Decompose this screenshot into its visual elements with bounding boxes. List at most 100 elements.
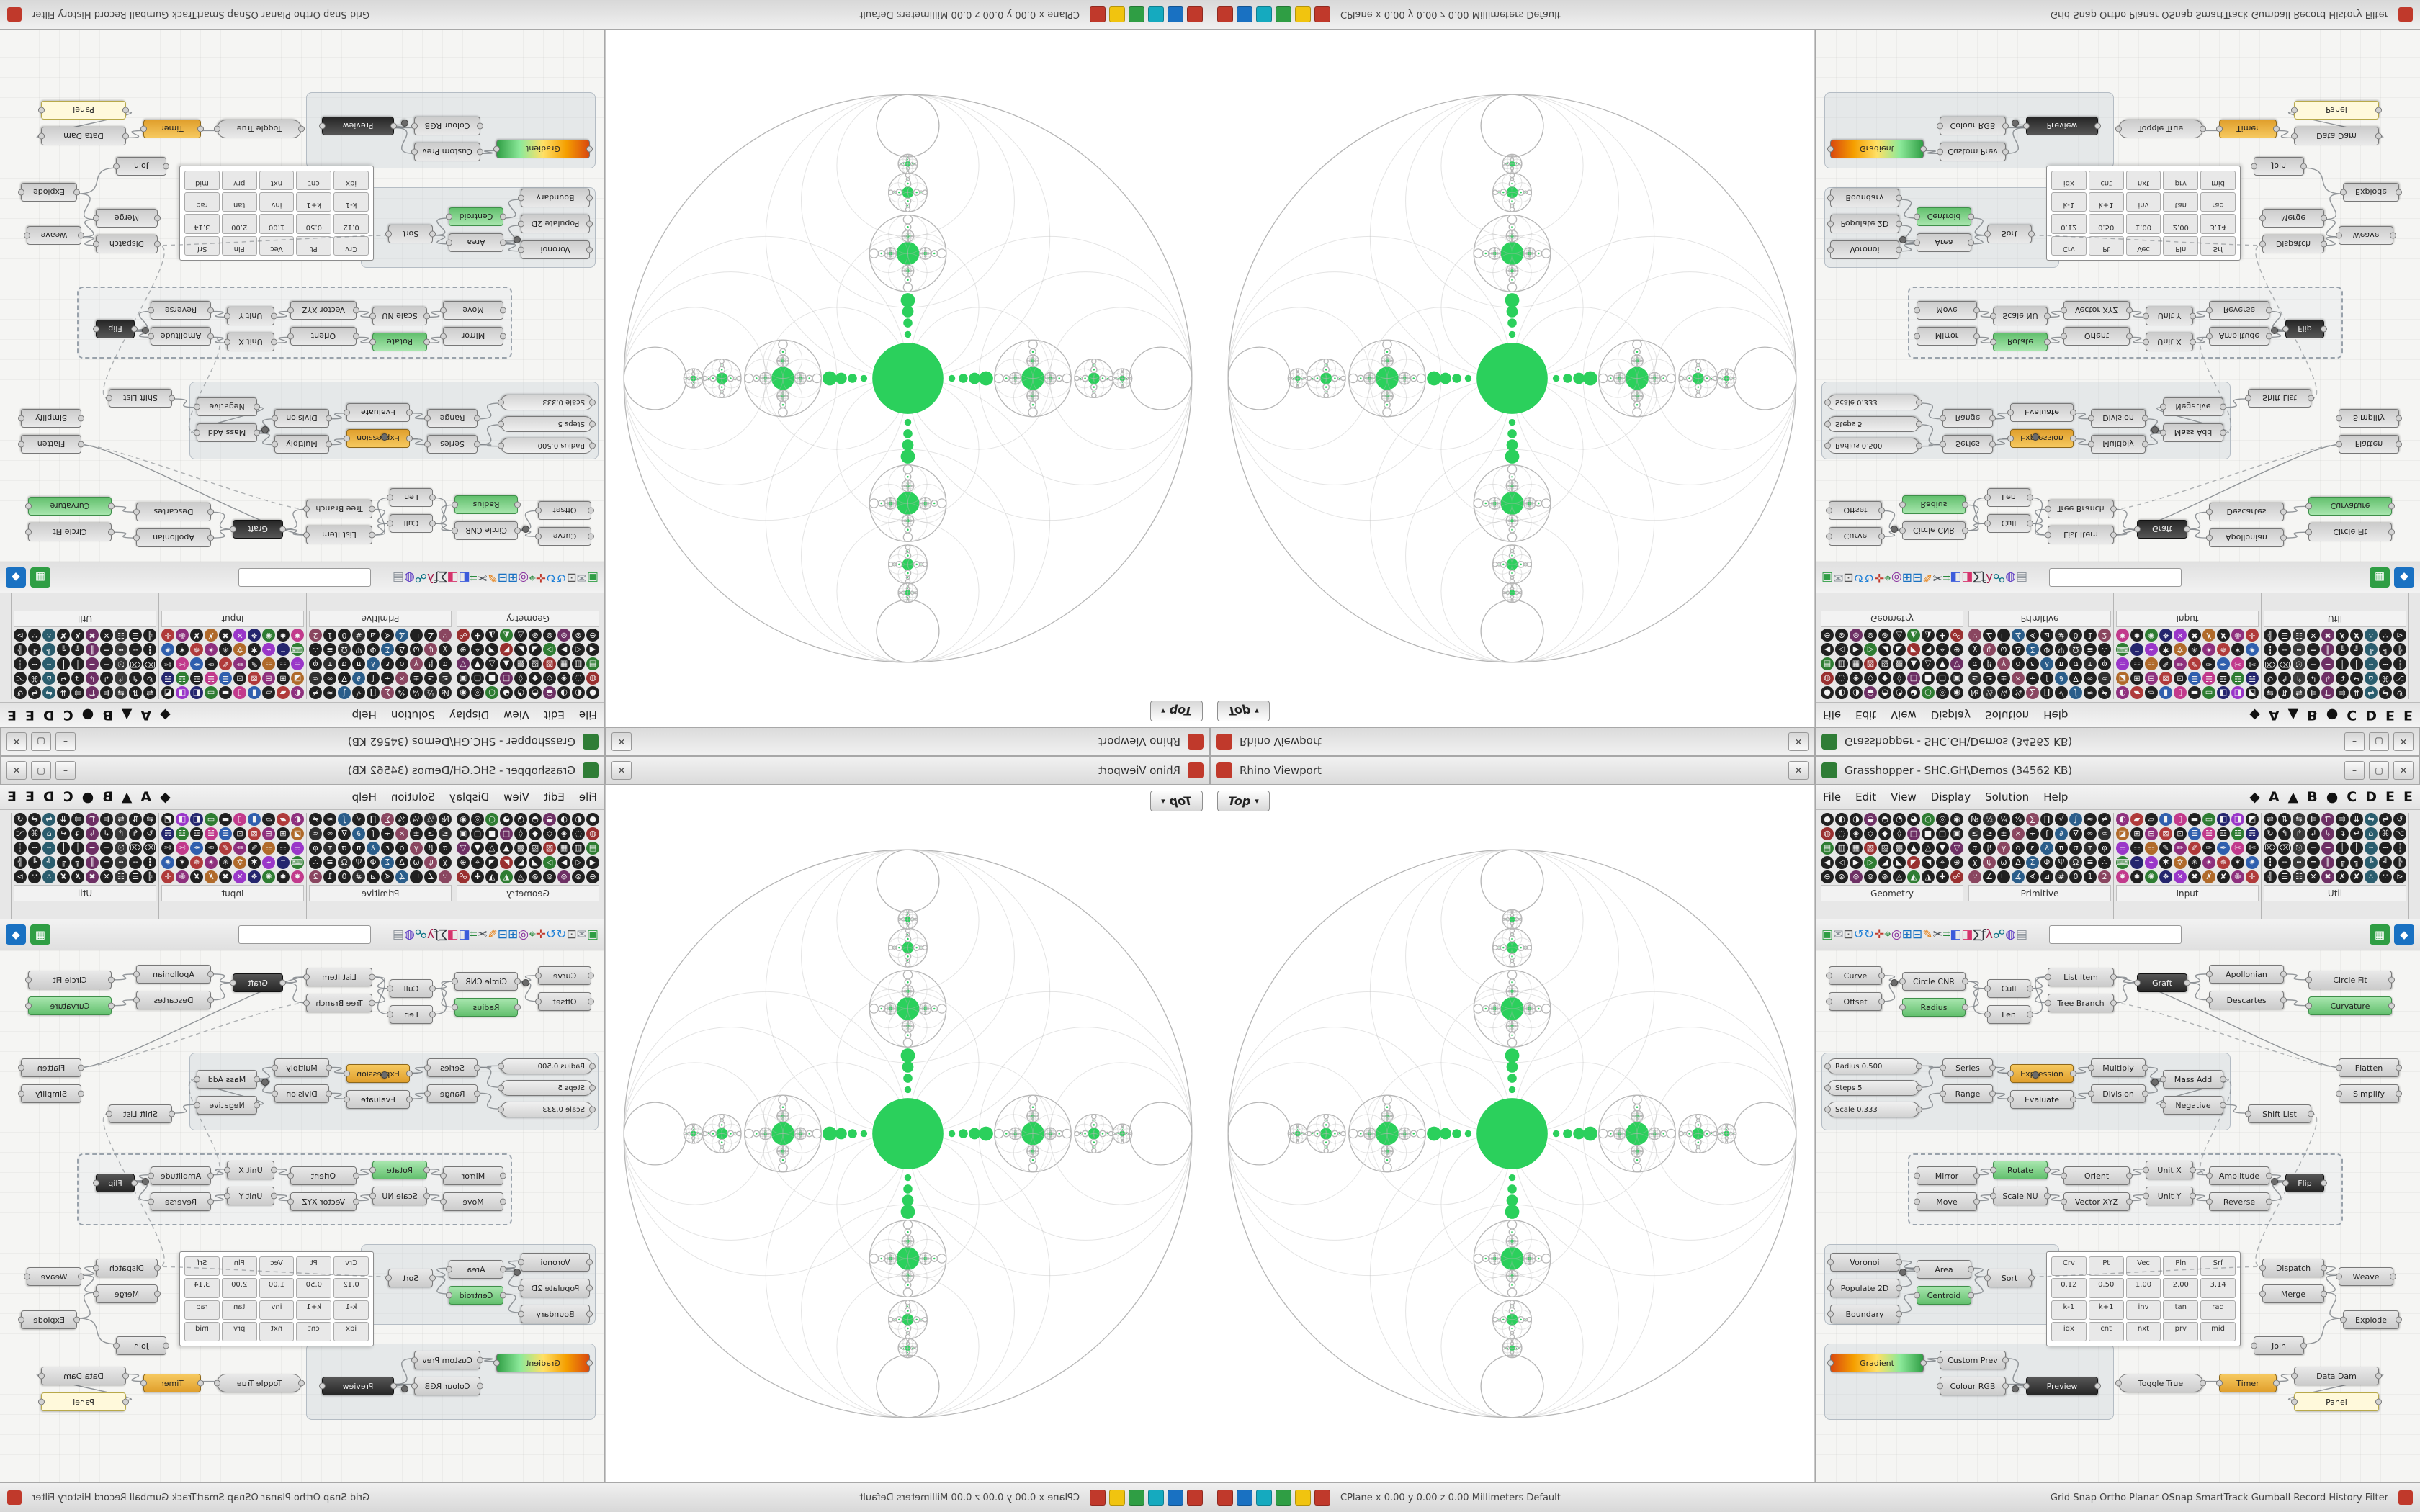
component-icon[interactable]: 1 [323, 629, 336, 642]
component-icon[interactable]: ◮ [1922, 870, 1935, 883]
component-icon[interactable]: ⌘ [28, 827, 41, 840]
gh-node-offset[interactable]: Offset [1829, 501, 1882, 520]
component-icon[interactable]: ↱ [115, 672, 127, 685]
component-icon[interactable]: ▽ [457, 842, 470, 855]
component-icon[interactable]: ◪ [2116, 672, 2129, 685]
component-icon[interactable]: φ [2098, 842, 2111, 855]
component-icon[interactable]: ⇄ [2264, 813, 2277, 826]
toolbar-icon[interactable]: ◍ [403, 927, 415, 942]
component-icon[interactable]: ◁ [572, 643, 585, 656]
toolbar-icon[interactable]: ⊡ [1843, 570, 1854, 585]
gh-node-colour-rgb[interactable]: Colour RGB [1940, 117, 2006, 135]
component-icon[interactable]: ⌥ [14, 672, 27, 685]
gh-node-preview[interactable]: Preview [2026, 117, 2098, 135]
component-icon[interactable]: ┆ [2393, 657, 2406, 670]
component-icon[interactable]: ◢ [529, 856, 542, 869]
gh-node-tree-branch[interactable]: Tree Branch [2048, 994, 2114, 1012]
component-icon[interactable]: ⌖ [1936, 856, 1949, 869]
close-icon[interactable]: ✕ [2393, 761, 2414, 780]
component-icon[interactable]: ◥ [1922, 643, 1935, 656]
toolbar-icon[interactable]: ⌗ [1942, 927, 1950, 942]
component-icon[interactable]: ◑ [557, 686, 570, 699]
close-icon[interactable]: ✕ [6, 732, 27, 751]
menu-item-file[interactable]: File [1823, 791, 1842, 804]
component-icon[interactable]: ⊙ [557, 870, 570, 883]
component-icon[interactable]: ◪ [2116, 827, 2129, 840]
component-icon[interactable]: ✕ [2307, 870, 2320, 883]
component-icon[interactable]: ↴ [2336, 827, 2349, 840]
component-icon[interactable]: ● [1821, 813, 1834, 826]
fractal-canvas[interactable] [1210, 30, 1814, 727]
toolbar-icon[interactable]: ✂ [477, 927, 488, 942]
component-icon[interactable]: ∇ [2069, 672, 2082, 685]
component-icon[interactable]: ≤ [439, 672, 452, 685]
status-pane-icon[interactable] [1256, 1490, 1272, 1506]
component-icon[interactable]: 2 [2098, 870, 2111, 883]
component-icon[interactable]: ◎ [471, 686, 484, 699]
component-icon[interactable]: ⊟ [2145, 827, 2158, 840]
component-icon[interactable]: ⊗ [572, 629, 585, 642]
component-icon[interactable]: ◥ [1922, 856, 1935, 869]
component-icon[interactable]: ▢ [471, 827, 484, 840]
component-icon[interactable]: ✖ [2321, 870, 2334, 883]
gh-node-populate-2d[interactable]: Populate 2D [1830, 215, 1899, 233]
component-icon[interactable]: ± [410, 672, 423, 685]
component-icon[interactable]: ⇅ [129, 686, 142, 699]
gh-node-centroid[interactable]: Centroid [449, 207, 503, 226]
panel-cell[interactable]: 3.14 [2200, 1278, 2236, 1298]
gh-node-mirror[interactable]: Mirror [443, 1166, 503, 1185]
component-icon[interactable]: ▼ [1936, 657, 1949, 670]
component-icon[interactable]: ↵ [57, 827, 70, 840]
gh-node-flatten[interactable]: Flatten [2339, 435, 2399, 454]
toolbar-icon[interactable]: ↻ [545, 927, 557, 942]
component-icon[interactable]: ┄ [42, 657, 55, 670]
component-icon[interactable]: ▭ [2202, 813, 2215, 826]
component-icon[interactable]: ▰ [277, 813, 290, 826]
toolbar-icon[interactable]: ↻ [1863, 570, 1875, 585]
component-icon[interactable]: 2 [309, 629, 322, 642]
toolbar-icon[interactable]: ⊞ [508, 927, 519, 942]
component-icon[interactable]: ⌥ [2393, 672, 2406, 685]
component-icon[interactable]: ☰ [129, 629, 142, 642]
gh-node-boundary[interactable]: Boundary [1830, 1305, 1899, 1323]
menu-item-view[interactable]: View [503, 708, 529, 721]
gh-node-list-item[interactable]: List Item [306, 968, 372, 986]
component-icon[interactable]: ✘ [57, 629, 70, 642]
component-icon[interactable]: ∡ [2012, 629, 2025, 642]
gh-node-voronoi[interactable]: Voronoi [1830, 1253, 1899, 1272]
component-icon[interactable]: ✱ [248, 643, 261, 656]
gh-node-circle-cnr[interactable]: Circle CNR [454, 972, 518, 991]
component-icon[interactable]: ◨ [176, 686, 189, 699]
component-icon[interactable]: ⇋ [42, 686, 55, 699]
gh-node-apollonian[interactable]: Apollonian [2209, 965, 2284, 984]
gh-node-mass-add[interactable]: Mass Add [2163, 1070, 2223, 1089]
statusbar-toggles[interactable]: Grid Snap Ortho Planar OSnap SmartTrack … [2050, 1492, 2388, 1503]
component-icon[interactable]: ⇊ [57, 686, 70, 699]
component-icon[interactable]: ∴ [42, 870, 55, 883]
component-icon[interactable]: ╣ [143, 870, 156, 883]
component-icon[interactable]: ⊳ [2393, 870, 2406, 883]
component-icon[interactable]: ◐ [2116, 686, 2129, 699]
component-icon[interactable]: ▣ [457, 672, 470, 685]
component-icon[interactable]: φ [309, 842, 322, 855]
ribbon-tab[interactable]: B [102, 707, 113, 723]
toolbar-button[interactable]: ▦ [2370, 924, 2390, 945]
component-icon[interactable]: τ [323, 657, 336, 670]
component-icon[interactable]: ▷ [1864, 643, 1877, 656]
gh-node-unit-x[interactable]: Unit X [2146, 333, 2193, 351]
component-icon[interactable]: ✸ [2116, 629, 2129, 642]
component-icon[interactable]: ⊖ [586, 870, 599, 883]
component-icon[interactable]: ✷ [161, 643, 174, 656]
component-icon[interactable]: ✏ [233, 657, 246, 670]
component-icon[interactable]: ◪ [291, 827, 304, 840]
component-icon[interactable]: ◁ [572, 856, 585, 869]
component-icon[interactable]: ≈ [2084, 686, 2097, 699]
component-icon[interactable]: ▱ [2145, 813, 2158, 826]
toolbar-icon[interactable]: ✛ [1874, 927, 1885, 942]
ribbon-group-label[interactable]: Geometry [457, 885, 599, 901]
gh-node-simplify[interactable]: Simplify [2339, 1084, 2399, 1103]
component-icon[interactable]: ⌦ [2264, 842, 2277, 855]
component-icon[interactable]: ✶ [176, 856, 189, 869]
component-icon[interactable]: ◨ [176, 813, 189, 826]
gh-node-series[interactable]: Series [427, 435, 478, 454]
